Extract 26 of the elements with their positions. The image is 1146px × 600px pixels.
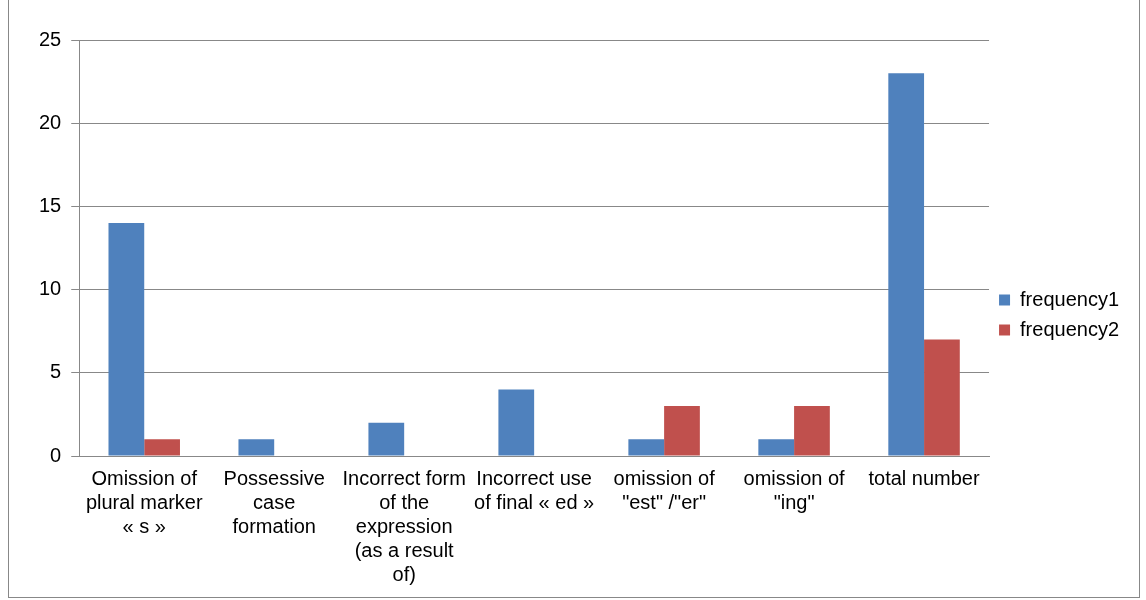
x-tick-label: Incorrect use of final « ed » <box>474 466 595 513</box>
bar <box>498 389 535 456</box>
bar <box>368 422 405 456</box>
bar <box>664 406 700 456</box>
y-tick-label: 5 <box>50 360 62 383</box>
y-tick-label: 15 <box>39 193 62 216</box>
y-tick-label: 25 <box>39 27 62 50</box>
legend-label: frequency1 <box>1020 287 1120 310</box>
bar <box>794 406 830 456</box>
bar <box>238 439 275 456</box>
x-tick-label: Possessive case formation <box>223 466 325 537</box>
y-tick-label: 0 <box>50 443 62 466</box>
bar <box>144 439 180 456</box>
x-tick-label: omission of "est" /"er" <box>613 466 716 513</box>
bar <box>888 73 925 456</box>
legend-label: frequency2 <box>1020 317 1120 340</box>
x-tick-label: Omission of plural marker « s » <box>85 466 203 537</box>
x-tick-label: omission of "ing" <box>743 466 846 513</box>
bar <box>758 439 795 456</box>
bar <box>108 223 145 456</box>
x-tick-label: Incorrect form of the expression (as a result of) <box>342 466 466 585</box>
bar <box>924 339 960 456</box>
y-tick-label: 10 <box>39 277 62 300</box>
x-tick-label: total number <box>868 466 980 489</box>
y-tick-label: 20 <box>39 110 62 133</box>
bar <box>628 439 665 456</box>
